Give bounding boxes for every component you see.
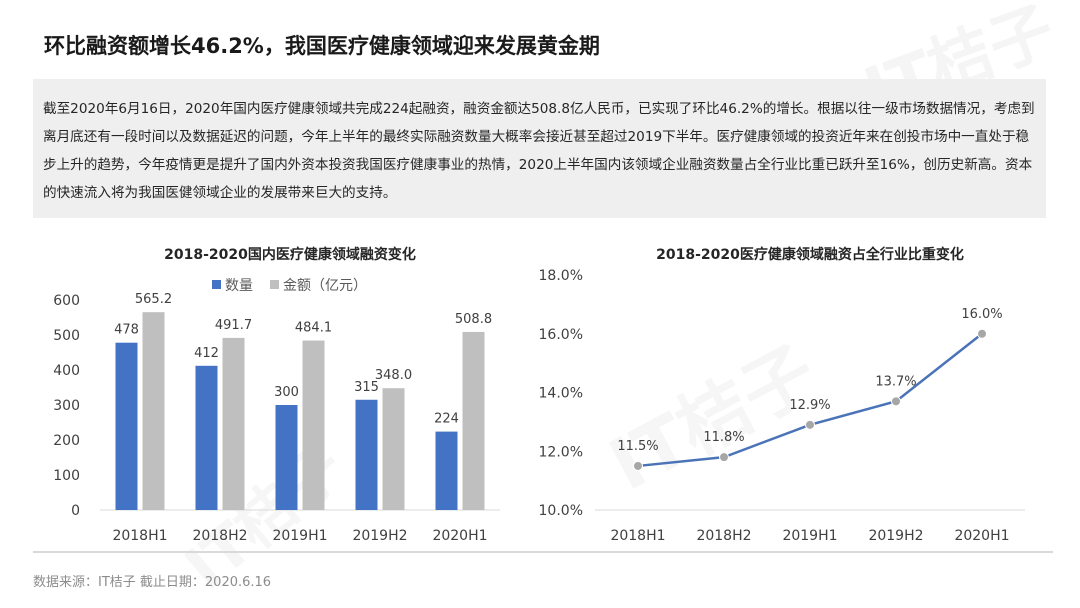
x-tick-label: 2020H1 — [954, 528, 1009, 544]
share-line-chart: 2018-2020医疗健康领域融资占全行业比重变化 10.0% 12.0% 14.0%… — [530, 235, 1040, 555]
data-point — [633, 460, 643, 471]
data-label: 315 — [354, 380, 379, 395]
x-tick-label: 2018H1 — [610, 528, 665, 544]
x-tick-label: 2019H1 — [782, 528, 837, 544]
data-label: 478 — [114, 323, 139, 338]
y-tick-label: 500 — [53, 328, 80, 344]
data-label: 11.5% — [617, 439, 658, 454]
y-tick-label: 300 — [53, 398, 80, 414]
funding-bar-chart: 2018-2020国内医疗健康领域融资变化数量 金额（亿元） 0 100 200 300 4… — [40, 235, 540, 555]
amount-bar — [462, 331, 485, 510]
data-label: 13.7% — [875, 374, 916, 389]
page-title: 环比融资额增长46.2%，我国医疗健康领域迎来发展黄金期 — [44, 34, 600, 58]
y-tick-label: 200 — [53, 433, 80, 449]
data-label: 224 — [434, 412, 459, 427]
data-point — [719, 452, 729, 463]
amount-bar — [302, 340, 325, 510]
x-tick-label: 2019H2 — [868, 528, 923, 544]
y-tick-label: 16.0% — [539, 327, 583, 343]
legend-swatch — [212, 280, 221, 289]
y-tick-label: 600 — [53, 293, 80, 309]
data-point — [891, 396, 901, 407]
data-point — [977, 328, 987, 339]
y-tick-label: 10.0% — [539, 503, 583, 519]
legend-swatch — [270, 280, 279, 289]
legend-label: 金额（亿元） — [283, 278, 367, 294]
data-label: 16.0% — [961, 307, 1002, 322]
data-label: 11.8% — [703, 430, 744, 445]
legend-label: 数量 — [225, 278, 253, 294]
amount-bar — [222, 337, 245, 510]
data-label: 412 — [194, 346, 219, 361]
count-bar — [355, 399, 378, 510]
y-tick-label: 400 — [53, 363, 80, 379]
summary-box: 截至2020年6月16日，2020年国内医疗健康领域共完成224起融资，融资金额… — [33, 79, 1046, 218]
count-bar — [275, 405, 298, 510]
summary-text: 截至2020年6月16日，2020年国内医疗健康领域共完成224起融资，融资金额… — [43, 101, 1035, 201]
y-tick-label: 0 — [71, 503, 80, 519]
y-tick-label: 14.0% — [539, 386, 583, 402]
y-tick-label: 100 — [53, 468, 80, 484]
data-label: 508.8 — [455, 312, 492, 327]
x-tick-label: 2019H2 — [352, 528, 407, 544]
data-label: 491.7 — [215, 318, 252, 333]
chart-title: 2018-2020医疗健康领域融资占全行业比重变化 — [656, 246, 964, 263]
count-bar — [115, 342, 138, 510]
x-tick-label: 2019H1 — [272, 528, 327, 544]
chart-title: 2018-2020国内医疗健康领域融资变化 — [164, 246, 416, 263]
amount-bar — [142, 312, 165, 510]
y-tick-label: 12.0% — [539, 444, 583, 460]
data-label: 484.1 — [295, 321, 332, 336]
y-tick-label: 18.0% — [539, 268, 583, 284]
share-line-chart-svg: 2018-2020医疗健康领域融资占全行业比重变化 10.0% 12.0% 14.0%… — [539, 246, 1025, 544]
footer-source: 数据来源：IT桔子 截止日期：2020.6.16 — [33, 575, 272, 590]
x-tick-label: 2018H2 — [192, 528, 247, 544]
data-label: 348.0 — [375, 368, 412, 383]
count-bar — [195, 365, 218, 510]
data-label: 12.9% — [789, 398, 830, 413]
x-tick-label: 2020H1 — [432, 528, 487, 544]
footer-divider — [33, 551, 1053, 553]
data-label: 300 — [274, 385, 299, 400]
amount-bar — [382, 388, 405, 510]
x-tick-label: 2018H1 — [112, 528, 167, 544]
data-label: 565.2 — [135, 292, 172, 307]
x-tick-label: 2018H2 — [696, 528, 751, 544]
count-bar — [435, 431, 458, 510]
data-point — [805, 419, 815, 430]
